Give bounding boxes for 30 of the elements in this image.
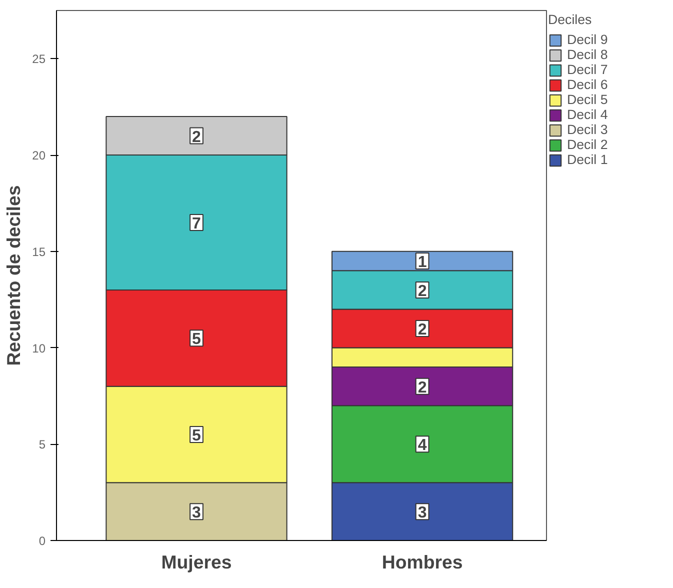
legend-label: Decil 1 — [567, 152, 608, 167]
y-tick-label: 15 — [32, 244, 46, 259]
data-label: 5 — [192, 331, 202, 348]
y-axis-title: Recuento de deciles — [3, 185, 24, 366]
y-tick-label: 0 — [38, 534, 46, 548]
legend-label: Decil 3 — [567, 122, 608, 137]
legend-label: Decil 8 — [567, 47, 608, 62]
data-label: 2 — [418, 282, 427, 300]
legend-label: Decil 5 — [567, 92, 608, 107]
legend-label: Decil 9 — [567, 32, 608, 47]
data-label: 4 — [418, 437, 427, 454]
legend-label: Decil 2 — [567, 137, 608, 152]
legend-title: Deciles — [548, 12, 593, 27]
legend-label: Decil 4 — [567, 107, 608, 122]
y-tick-label: 5 — [38, 438, 46, 452]
data-label: 3 — [418, 504, 427, 522]
data-label: 3 — [192, 504, 202, 522]
data-label: 2 — [418, 379, 427, 396]
data-label: 1 — [418, 254, 427, 272]
data-label: 7 — [192, 216, 202, 232]
data-label: 2 — [192, 128, 202, 146]
y-tick-label: 10 — [32, 341, 46, 356]
y-tick-label: 20 — [32, 148, 46, 163]
legend-label: Decil 6 — [567, 77, 608, 92]
y-tick-label: 25 — [32, 52, 46, 66]
x-tick-label: Mujeres — [161, 552, 232, 572]
legend-label: Decil 7 — [567, 62, 608, 77]
x-tick-label: Hombres — [382, 552, 463, 572]
data-label: 5 — [192, 428, 202, 444]
data-label: 2 — [418, 322, 427, 338]
